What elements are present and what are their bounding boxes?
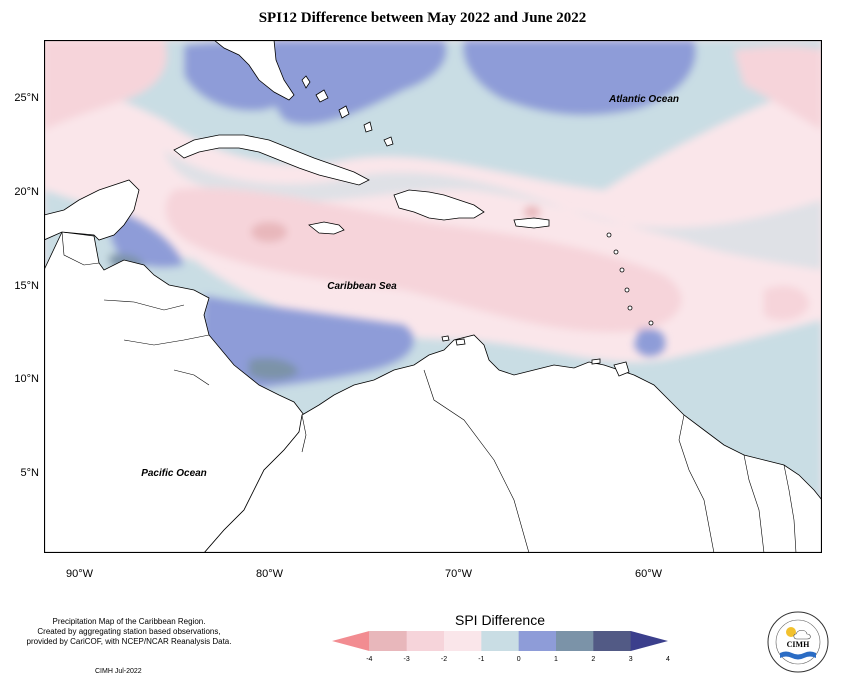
- lat-label-10: 10°N: [14, 373, 39, 385]
- lat-label-20: 20°N: [14, 186, 39, 198]
- logo-sun: [786, 627, 796, 637]
- land-masses: [44, 40, 822, 553]
- pink-east-patch: [764, 285, 809, 321]
- border-panama-colombia: [301, 414, 307, 453]
- legend-swatch: [444, 631, 482, 651]
- land-puerto-rico: [513, 217, 550, 229]
- border-guyana-suriname: [743, 454, 765, 553]
- spi-difference-map: Atlantic Ocean Caribbean Sea Pacific Oce…: [44, 40, 822, 553]
- border-colombia-venezuela: [423, 369, 530, 553]
- legend-swatch: [556, 631, 594, 651]
- blue-bahamas: [267, 40, 447, 125]
- land-lesser-antilles-3: [619, 267, 625, 273]
- color-legend: -4 -3 -2 -1 0 1 2 3 4: [332, 631, 670, 663]
- legend-swatch: [518, 631, 557, 651]
- label-pacific-ocean: Pacific Ocean: [141, 468, 207, 479]
- border-costa-rica-panama: [173, 369, 210, 386]
- land-jamaica: [308, 221, 345, 235]
- legend-tick-label: 1: [554, 656, 558, 663]
- border-honduras-nicaragua: [103, 299, 185, 311]
- legend-swatch-high-arrow: [630, 631, 668, 651]
- lat-label-25: 25°N: [14, 92, 39, 104]
- label-caribbean-sea: Caribbean Sea: [327, 281, 397, 292]
- land-margarita: [591, 358, 601, 365]
- land-yucatan: [44, 179, 140, 241]
- logo-name: CIMH: [787, 640, 810, 649]
- cimh-logo: CIMH: [767, 611, 829, 673]
- legend-swatch: [369, 631, 408, 651]
- legend-swatches: [332, 631, 668, 651]
- credits-line-1: Precipitation Map of the Caribbean Regio…: [52, 617, 206, 626]
- land-hispaniola: [393, 189, 485, 221]
- red-puerto-rico: [524, 206, 540, 218]
- legend-swatch: [593, 631, 632, 651]
- lat-label-5: 5°N: [20, 467, 39, 479]
- land-curacao: [455, 338, 466, 346]
- land-aruba: [441, 335, 450, 342]
- legend-swatch: [406, 631, 445, 651]
- lon-label-90: 90°W: [66, 568, 94, 580]
- credits-line-3: provided by CariCOF, with NCEP/NCAR Rean…: [26, 637, 232, 646]
- blue-atlantic: [463, 40, 696, 116]
- blue-light-band-central: [164, 150, 822, 270]
- legend-tick-label: 2: [591, 656, 595, 663]
- legend-tick-label: 3: [629, 656, 633, 663]
- legend-swatch: [481, 631, 520, 651]
- land-lesser-antilles-4: [624, 287, 630, 293]
- pink-north-east: [734, 46, 822, 130]
- border-mexico-guatemala: [61, 231, 100, 266]
- land-florida: [213, 40, 295, 101]
- legend-tick-label: 0: [517, 656, 521, 663]
- land-bahamas-2: [315, 89, 329, 103]
- logo-cloud: [793, 629, 811, 640]
- logo-waves: [780, 651, 816, 660]
- land-lesser-antilles-5: [627, 305, 633, 311]
- legend-tick-label: 4: [666, 656, 670, 663]
- legend-swatch-low-arrow: [332, 631, 370, 651]
- lat-label-15: 15°N: [14, 280, 39, 292]
- legend-tick-labels: -4 -3 -2 -1 0 1 2 3 4: [366, 656, 670, 663]
- land-trinidad: [613, 361, 630, 377]
- credits-line-2: Created by aggregating station based obs…: [37, 627, 221, 636]
- blue-east-patch: [634, 328, 666, 357]
- map-title: SPI12 Difference between May 2022 and Ju…: [258, 10, 587, 26]
- pink-north-west: [44, 40, 167, 130]
- red-jamaica-west: [251, 222, 287, 242]
- legend-title: SPI Difference: [454, 612, 545, 628]
- land-bahamas-5: [383, 136, 394, 147]
- land-south-america: [203, 334, 822, 553]
- land-bahamas-4: [363, 121, 373, 133]
- legend-tick-label: -1: [478, 656, 484, 663]
- legend-tick-label: -3: [404, 656, 410, 663]
- pink-caribbean-center: [165, 188, 682, 332]
- land-lesser-antilles-1: [606, 232, 612, 238]
- border-suriname-french-guiana: [783, 464, 797, 553]
- lon-label-70: 70°W: [445, 568, 473, 580]
- legend-tick-label: -2: [441, 656, 447, 663]
- legend-tick-label: -4: [366, 656, 372, 663]
- label-atlantic-ocean: Atlantic Ocean: [608, 94, 679, 105]
- lon-label-80: 80°W: [256, 568, 284, 580]
- lon-label-60: 60°W: [635, 568, 663, 580]
- border-venezuela-guyana: [678, 414, 715, 553]
- blue-yucatan: [109, 210, 184, 268]
- land-bahamas-1: [301, 75, 311, 89]
- land-bahamas-3: [338, 105, 350, 119]
- slate-nicaragua: [249, 358, 299, 380]
- credits-stamp: CIMH Jul-2022: [95, 668, 142, 675]
- country-borders: [61, 231, 797, 553]
- land-barbados: [648, 320, 654, 326]
- credits-text: Precipitation Map of the Caribbean Regio…: [14, 617, 244, 647]
- land-cuba: [173, 134, 370, 186]
- land-lesser-antilles-2: [613, 249, 619, 255]
- border-nicaragua-costa-rica: [123, 334, 210, 346]
- map-frame: [44, 40, 822, 553]
